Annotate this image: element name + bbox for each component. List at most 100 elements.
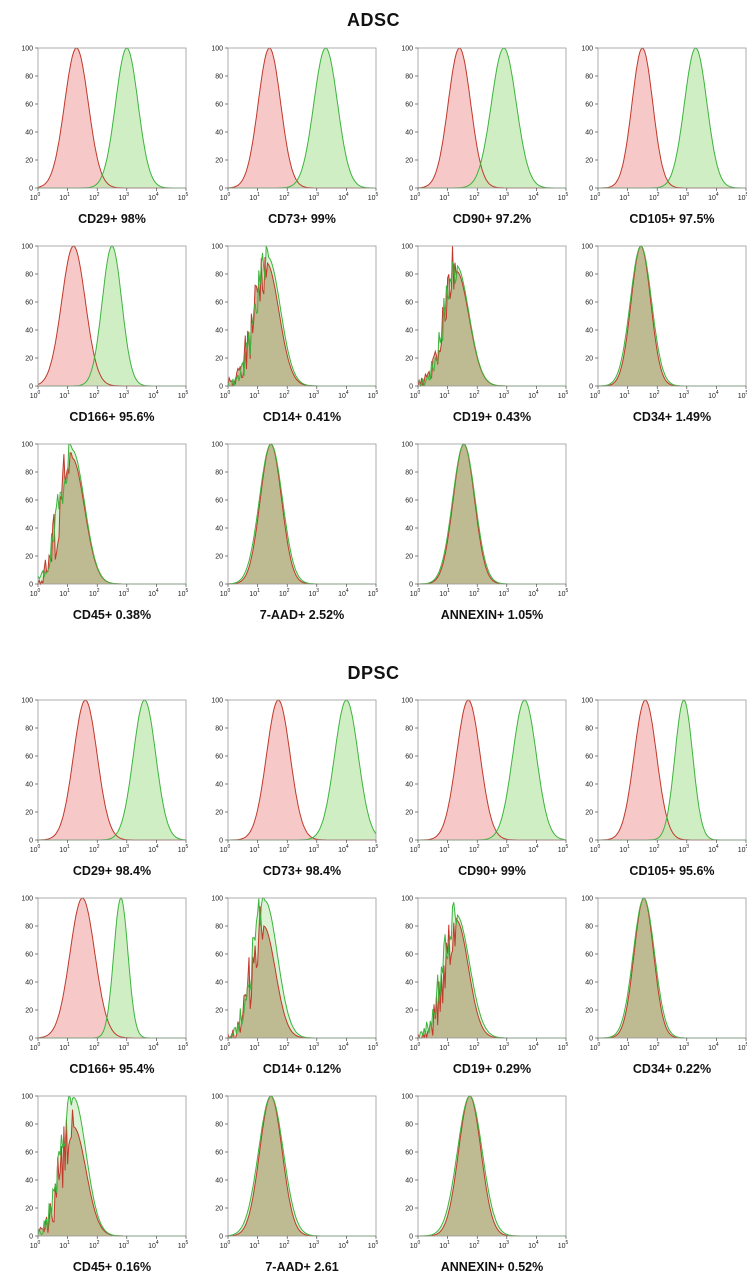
x-tick-label: 104 [148,192,159,202]
y-tick-label: 20 [215,158,223,165]
x-tick-label: 100 [410,390,421,400]
y-tick-label: 100 [581,896,593,903]
histogram-svg: 0 20 40 60 80 100 100 101 102 103 104 105 [211,1094,378,1251]
y-tick-label: 100 [21,46,33,53]
panel-label: CD19+ 0.43% [452,410,532,424]
y-tick-label: 60 [25,102,33,109]
x-tick-label: 105 [738,844,747,854]
overlap-area [418,246,566,386]
x-tick-label: 105 [558,1240,569,1250]
x-tick-label: 102 [649,192,660,202]
y-tick-label: 60 [215,952,223,959]
x-tick-label: 101 [59,1042,70,1052]
y-tick-label: 0 [219,186,223,193]
y-tick-label: 100 [211,46,223,53]
histogram-panel: 0 20 40 60 80 100 100 101 102 103 104 105 CD73+ 99% [198,40,378,236]
x-tick-label: 104 [528,192,539,202]
x-tick-label: 105 [558,1042,569,1052]
x-tick-label: 104 [708,844,719,854]
y-tick-label: 100 [21,698,33,705]
x-tick-label: 100 [220,390,231,400]
y-tick-label: 60 [585,300,593,307]
panel-label: CD34+ 1.49% [632,410,712,424]
panel-label: 7-AAD+ 2.61 [265,1260,339,1274]
marker-area [418,444,566,584]
y-tick-label: 20 [25,554,33,561]
x-tick-label: 100 [220,1240,231,1250]
x-tick-label: 105 [178,192,189,202]
x-tick-label: 103 [309,390,320,400]
panel-label: CD90+ 99% [458,864,526,878]
histogram-svg: 0 20 40 60 80 100 100 101 102 103 104 105 [211,442,378,599]
y-tick-label: 100 [21,896,33,903]
y-tick-label: 60 [405,498,413,505]
histogram-panel: 0 20 40 60 80 100 100 101 102 103 104 105 7-AAD+ 2.5… [198,436,378,632]
y-tick-label: 60 [25,1150,33,1157]
x-tick-label: 101 [59,390,70,400]
y-tick-label: 20 [25,1206,33,1213]
histogram-panel: 0 20 40 60 80 100 100 101 102 103 104 105 CD105+ 97.… [568,40,747,236]
panel-label: CD90+ 97.2% [452,212,532,226]
y-tick-label: 60 [585,102,593,109]
x-tick-label: 102 [279,390,290,400]
y-tick-label: 40 [215,782,223,789]
y-tick-label: 20 [405,356,413,363]
x-tick-label: 104 [148,588,159,598]
x-tick-label: 103 [309,588,320,598]
x-tick-label: 103 [499,844,510,854]
y-tick-label: 100 [581,46,593,53]
histogram-panel: 0 20 40 60 80 100 100 101 102 103 104 105 CD19+ 0.29… [388,890,568,1086]
y-tick-label: 20 [585,158,593,165]
x-tick-label: 104 [148,1042,159,1052]
overlap-area [418,918,566,1038]
x-tick-label: 104 [528,844,539,854]
histogram-svg: 0 20 40 60 80 100 100 101 102 103 104 105 [21,46,189,203]
histogram-svg: 0 20 40 60 80 100 100 101 102 103 104 105 [21,896,188,1053]
y-tick-label: 100 [211,896,223,903]
marker-area [38,898,186,1038]
y-tick-label: 80 [405,924,413,931]
marker-area [598,898,746,1038]
histogram-svg: 0 20 40 60 80 100 100 101 102 103 104 105 [401,1094,569,1251]
y-tick-label: 20 [215,356,223,363]
x-tick-label: 102 [89,390,100,400]
plot-frame [37,245,187,387]
y-tick-label: 80 [25,470,33,477]
y-tick-label: 80 [215,726,223,733]
panel-label: CD166+ 95.6% [69,410,155,424]
histogram-panel: 0 20 40 60 80 100 100 101 102 103 104 105 7-AAD+ 2.6… [198,1088,378,1284]
y-tick-label: 60 [405,300,413,307]
x-tick-label: 103 [499,1240,510,1250]
isotype-area [38,246,186,386]
x-tick-label: 103 [309,192,320,202]
plot-frame [417,699,567,841]
y-tick-label: 0 [29,1234,33,1241]
x-tick-label: 105 [558,588,569,598]
x-tick-label: 103 [499,1042,510,1052]
x-tick-label: 100 [220,588,231,598]
x-tick-label: 100 [30,192,41,202]
y-tick-label: 40 [405,782,413,789]
y-tick-label: 20 [25,1008,33,1015]
x-tick-label: 104 [148,1240,159,1250]
x-tick-label: 104 [338,588,349,598]
overlap-area [228,444,376,584]
y-tick-label: 40 [405,328,413,335]
y-tick-label: 100 [401,46,413,53]
x-tick-label: 100 [410,588,421,598]
y-tick-label: 20 [585,356,593,363]
y-tick-label: 0 [589,384,593,391]
x-tick-label: 100 [30,1240,41,1250]
y-tick-label: 60 [215,1150,223,1157]
x-tick-label: 103 [499,390,510,400]
histogram-svg: 0 20 40 60 80 100 100 101 102 103 104 105 [21,1094,188,1251]
x-tick-label: 103 [679,844,690,854]
x-tick-label: 101 [439,1042,450,1052]
marker-area [228,700,376,840]
panel-label: 7-AAD+ 2.52% [259,608,345,622]
x-tick-label: 104 [148,390,159,400]
histogram-panel: 0 20 40 60 80 100 100 101 102 103 104 105 CD90+ 99% [388,692,568,888]
y-tick-label: 20 [215,1008,223,1015]
y-tick-label: 80 [405,272,413,279]
y-tick-label: 100 [401,442,413,449]
